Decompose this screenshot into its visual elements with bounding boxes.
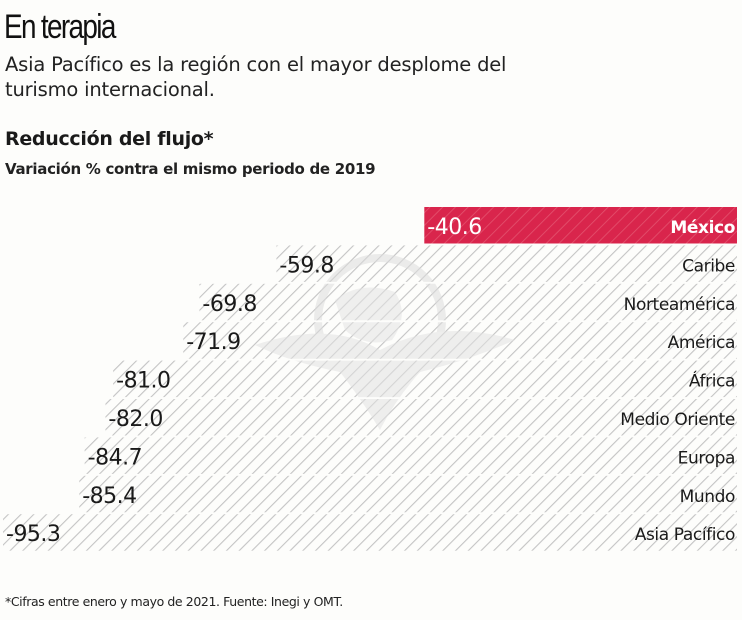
bar-norteamérica	[199, 283, 738, 321]
bar-méxico	[424, 207, 737, 244]
chart-title: Reducción del flujo*	[5, 128, 214, 150]
category-label: África	[689, 370, 735, 392]
bar-mundo	[79, 475, 737, 513]
labels-layer: -40.6 México -59.8 Caribe -69.8 Norteamérica -…	[6, 215, 735, 547]
value-label: -69.8	[202, 292, 256, 317]
category-label: Norteamérica	[624, 295, 735, 315]
category-label: Europa	[678, 448, 735, 468]
bar-europa	[84, 437, 738, 474]
value-label: -59.8	[279, 253, 333, 278]
category-label: Caribe	[682, 256, 735, 276]
category-label: México	[670, 218, 735, 238]
category-label: Asia Pacífico	[635, 525, 735, 545]
value-label: -85.4	[82, 484, 136, 509]
bar-caribe	[276, 245, 737, 282]
value-label: -71.9	[186, 330, 240, 355]
eagle-emblem-watermark-icon	[255, 254, 515, 430]
chart-subtitle: Variación % contra el mismo periodo de 2…	[5, 160, 376, 178]
value-label: -40.6	[427, 215, 481, 240]
category-label: Medio Oriente	[620, 410, 735, 430]
category-label: Mundo	[680, 487, 735, 507]
bar-asia-pacífico	[3, 514, 737, 551]
category-label: América	[668, 333, 735, 353]
value-label: -95.3	[6, 522, 60, 547]
value-label: -81.0	[116, 369, 170, 394]
page-subtitle: Asia Pacífico es la región con el mayor …	[5, 53, 507, 101]
value-label: -84.7	[88, 445, 142, 470]
bar-medio-oriente	[105, 399, 737, 436]
page-title: En terapia	[4, 8, 116, 46]
value-label: -82.0	[108, 407, 162, 432]
footnote: *Cifras entre enero y mayo de 2021. Fuen…	[5, 594, 343, 609]
